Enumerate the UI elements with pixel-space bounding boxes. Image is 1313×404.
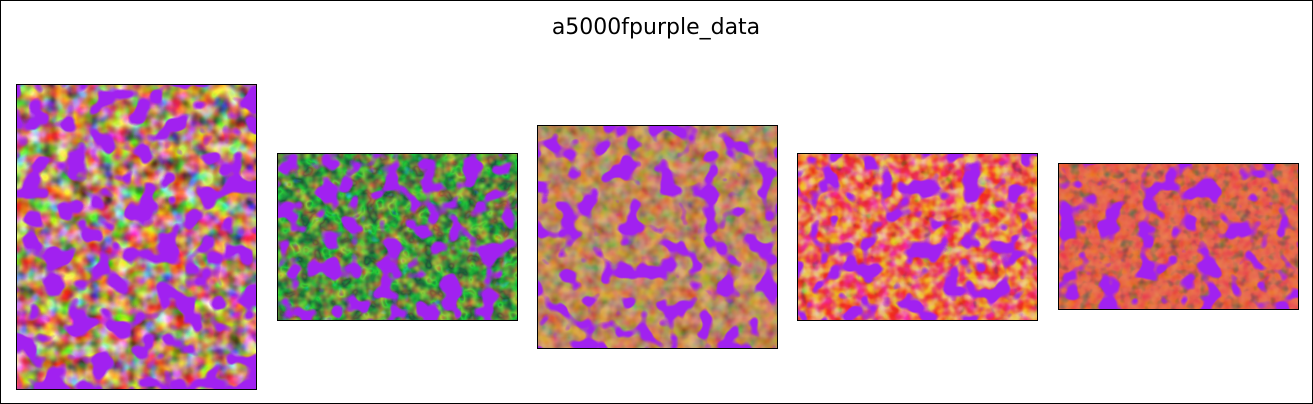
image-frame [16, 84, 257, 390]
image-panel [537, 125, 777, 348]
image-frame [797, 153, 1038, 321]
image-frame [1058, 163, 1299, 310]
image-panel [16, 84, 256, 389]
image-panel [1058, 163, 1298, 309]
image-frame [277, 153, 518, 321]
image-panel [797, 153, 1037, 320]
image-panel [277, 153, 517, 320]
image-frame [537, 125, 778, 349]
figure-title: a5000fpurple_data [552, 15, 760, 40]
